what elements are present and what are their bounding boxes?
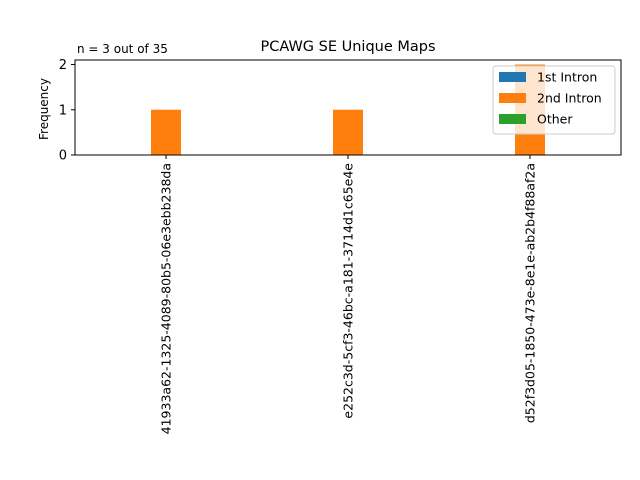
- y-tick-label: 0: [59, 149, 67, 164]
- bar: [333, 109, 363, 155]
- chart-subtitle: n = 3 out of 35: [77, 42, 168, 56]
- bars-layer: [151, 64, 545, 155]
- bar: [151, 109, 181, 155]
- legend-label: Other: [537, 112, 573, 127]
- legend-swatch: [499, 114, 526, 124]
- x-tick-label: d52f3d05-1850-473e-8e1e-ab2b4f88af2a: [523, 163, 538, 423]
- legend-swatch: [499, 72, 526, 82]
- legend: 1st Intron 2nd Intron Other: [492, 65, 616, 135]
- legend-swatch: [499, 93, 526, 103]
- y-tick-label: 2: [59, 58, 67, 73]
- x-tick-label: 41933a62-1325-4089-80b5-06e3ebb238da: [159, 163, 174, 434]
- y-axis-label: Frequency: [37, 78, 51, 140]
- y-tick-label: 1: [59, 103, 67, 118]
- legend-label: 1st Intron: [537, 70, 597, 85]
- axes-layer: 0 1 2 41933a62-1325-4089-80b5-06e3ebb238da e…: [59, 58, 622, 434]
- x-tick-label: e252c3d-5cf3-46bc-a181-3714d1c65e4e: [341, 163, 356, 419]
- chart-title: PCAWG SE Unique Maps: [260, 39, 435, 55]
- legend-label: 2nd Intron: [537, 91, 602, 106]
